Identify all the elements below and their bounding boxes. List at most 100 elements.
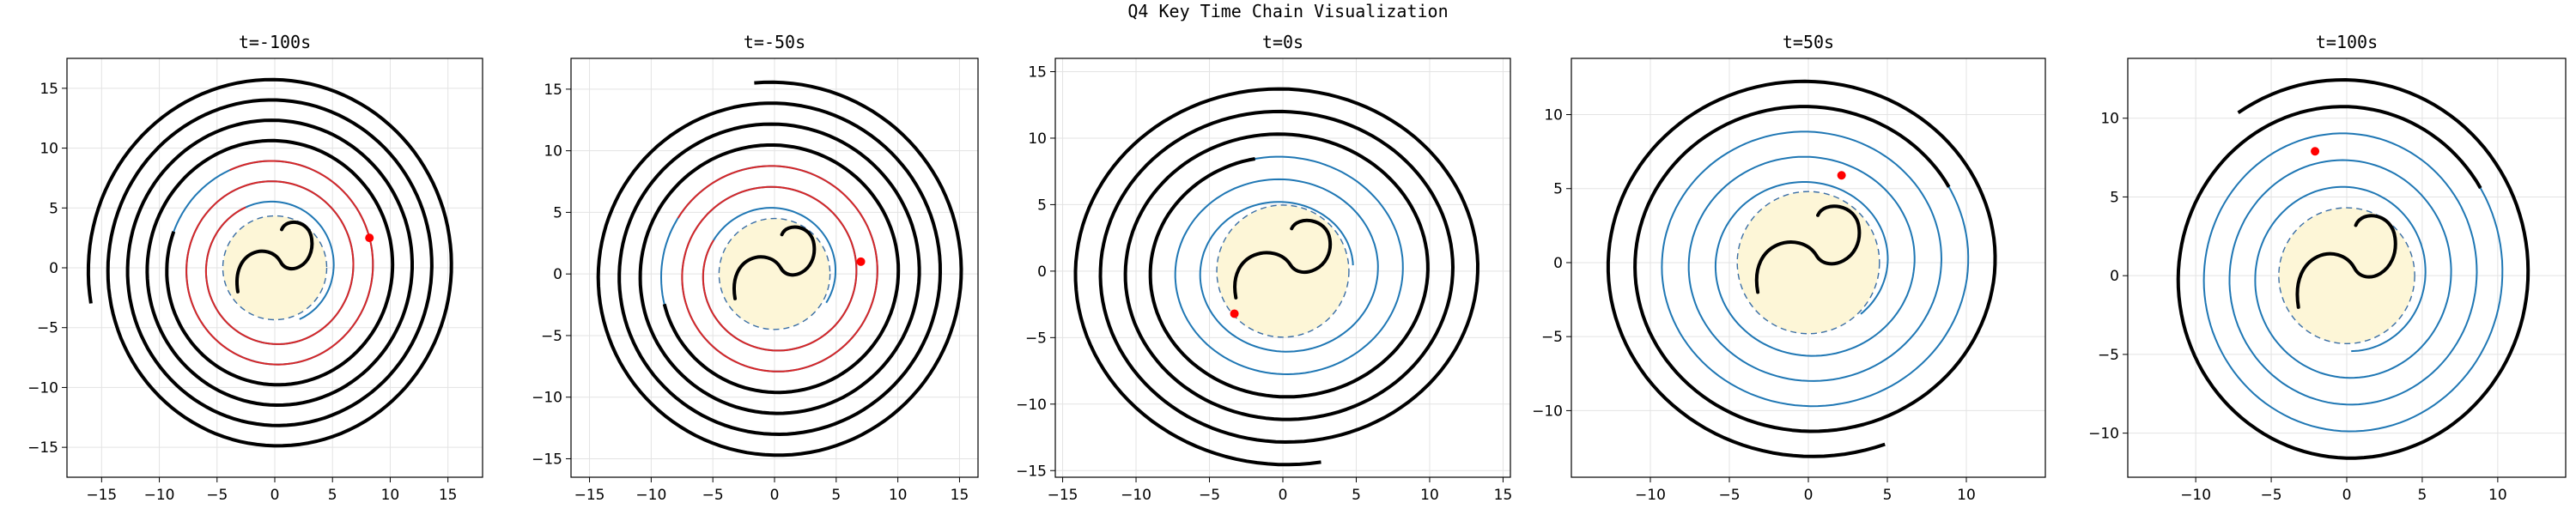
y-tick-label: 10 (1028, 130, 1047, 148)
y-tick-label: 5 (2110, 189, 2119, 206)
x-tick-label: 10 (2488, 487, 2507, 504)
plot-area (1073, 87, 1479, 467)
x-tick-label: 5 (1883, 487, 1893, 504)
x-tick-label: −5 (1199, 487, 1220, 504)
turnaround-disk (1216, 204, 1350, 338)
x-tick-label: 5 (2418, 487, 2427, 504)
turnaround-disk (1736, 191, 1880, 335)
plot-area (2176, 78, 2530, 460)
x-tick-label: −15 (574, 487, 605, 504)
dragon-head-point (2311, 147, 2320, 156)
x-tick-label: 0 (2342, 487, 2352, 504)
y-tick-label: 10 (2100, 111, 2119, 128)
exit-spiral (185, 160, 374, 366)
y-tick-label: 15 (1028, 64, 1047, 81)
exit-spiral (677, 165, 878, 373)
turnaround-curve (2295, 214, 2397, 309)
panel-title: t=100s (2316, 32, 2378, 52)
y-tick-label: 0 (1553, 255, 1563, 272)
dragon-head-point (1837, 171, 1846, 180)
x-tick-label: 5 (831, 487, 841, 504)
x-tick-label: −5 (206, 487, 228, 504)
y-tick-label: −15 (532, 451, 562, 468)
y-tick-label: −15 (1016, 463, 1047, 480)
x-tick-label: 15 (951, 487, 969, 504)
y-tick-label: −10 (532, 390, 562, 407)
panel-0: t=-100s −15 −10 −5 0 5 10 15 −15 −10 −5 0 5 10 15 (27, 32, 483, 504)
plot-area (86, 77, 453, 448)
panel-2: t=0s −15 −10 −5 0 5 10 15 −15 −10 −5 0 5 10 15 (1016, 32, 1512, 504)
x-tick-label: 15 (1494, 487, 1513, 504)
y-tick-label: −10 (1016, 397, 1047, 414)
guide-spiral (1661, 106, 1970, 408)
dragon-chain (86, 77, 453, 448)
y-tick-label: 0 (2110, 268, 2119, 285)
turnaround-disk (222, 215, 328, 321)
panel-4: t=100s −10 −5 0 5 10 −10 −5 0 5 10 (2088, 32, 2567, 504)
y-tick-label: 10 (39, 141, 58, 158)
x-tick-label: 10 (1420, 487, 1439, 504)
x-tick-label: −10 (1635, 487, 1666, 504)
y-tick-label: 0 (1037, 264, 1047, 281)
y-tick-label: 15 (544, 82, 562, 99)
y-tick-label: 10 (544, 143, 562, 161)
panel-title: t=0s (1262, 32, 1303, 52)
plot-area (596, 80, 963, 457)
turnaround-disk (718, 217, 831, 330)
axes-frame (570, 58, 979, 478)
panel-3: t=50s −10 −5 0 5 10 −10 −5 0 5 10 (1532, 32, 2046, 504)
figure-title: Q4 Key Time Chain Visualization (1127, 1, 1448, 21)
x-tick-label: −15 (1048, 487, 1078, 504)
dragon-chain (596, 80, 963, 457)
turnaround-curve (1754, 204, 1862, 294)
panel-title: t=50s (1783, 32, 1834, 52)
y-tick-label: 5 (553, 204, 562, 221)
y-tick-label: 5 (49, 200, 58, 217)
guide-spiral (2202, 106, 2504, 433)
axes-frame (1571, 58, 2046, 478)
x-tick-label: 0 (270, 487, 280, 504)
x-tick-label: 0 (1804, 487, 1814, 504)
y-tick-label: −5 (1541, 329, 1563, 346)
dragon-head-point (856, 257, 866, 266)
plot-area (1606, 79, 1997, 458)
x-tick-label: −5 (2261, 487, 2282, 504)
dragon-chain (1073, 87, 1479, 467)
turnaround-curve (235, 220, 314, 294)
x-tick-label: 10 (381, 487, 400, 504)
panels: t=-100s−15 −10 −5 0 5 10 15−15−10−5051015t=-50… (27, 32, 2567, 504)
dragon-chain (1606, 79, 1997, 458)
x-tick-label: −5 (1718, 487, 1740, 504)
y-tick-label: −5 (2098, 347, 2119, 364)
dragon-head-point (1230, 309, 1239, 318)
y-tick-label: −5 (541, 328, 562, 345)
x-tick-label: 5 (1352, 487, 1361, 504)
x-tick-label: 0 (770, 487, 780, 504)
x-tick-label: −10 (144, 487, 175, 504)
y-tick-label: 15 (39, 81, 58, 98)
dragon-chain (2176, 78, 2530, 460)
y-tick-label: 0 (49, 260, 58, 277)
y-tick-label: −15 (27, 439, 58, 457)
y-tick-label: 0 (553, 266, 562, 283)
axes-frame (2127, 58, 2567, 478)
panel-1: t=-50s −15 −10 −5 0 5 10 15 −15 −10 −5 0 5 10 15 (532, 32, 979, 504)
turnaround-disk (2278, 207, 2415, 345)
x-tick-label: 0 (1279, 487, 1288, 504)
y-tick-label: −10 (1532, 403, 1563, 420)
turnaround-curve (1233, 218, 1333, 300)
turnaround-curve (732, 225, 817, 300)
x-tick-label: −10 (2180, 487, 2211, 504)
y-tick-label: −5 (1025, 330, 1047, 347)
x-tick-label: 15 (439, 487, 458, 504)
y-tick-label: −5 (37, 320, 58, 337)
y-tick-label: −10 (27, 379, 58, 397)
y-tick-label: −10 (2088, 426, 2119, 443)
x-tick-label: −10 (1121, 487, 1151, 504)
axes-frame (1054, 58, 1511, 478)
x-tick-label: −5 (702, 487, 724, 504)
y-tick-label: 5 (1553, 181, 1563, 198)
x-tick-label: 10 (889, 487, 908, 504)
dragon-head-point (365, 233, 374, 243)
